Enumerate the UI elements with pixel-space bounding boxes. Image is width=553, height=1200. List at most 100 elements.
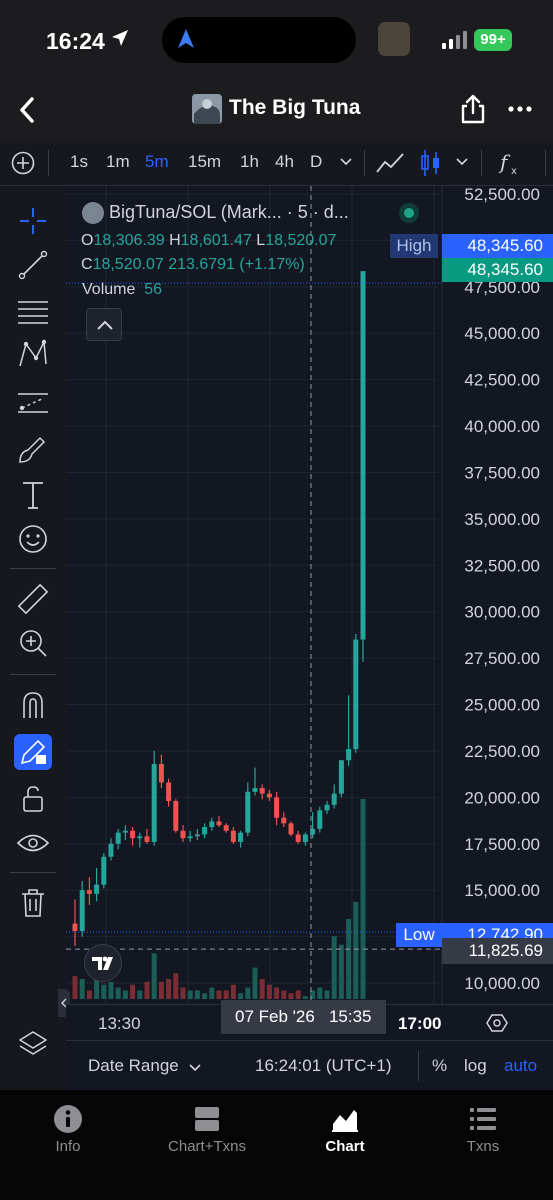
price-chart[interactable]: 52,500.0050,000.0047,500.0045,000.0042,5… (58, 186, 553, 1090)
volume-bar (137, 990, 143, 999)
candles-chart-type-icon[interactable] (420, 149, 442, 177)
price-tick-label: 32,500.00 (464, 556, 540, 575)
log-scale-toggle[interactable]: log (464, 1056, 487, 1075)
date-range-chevron-down-icon[interactable] (189, 1063, 201, 1073)
price-tick-label: 17,500.00 (464, 835, 540, 854)
tradingview-logo-icon (92, 956, 113, 970)
chevron-left-icon (61, 998, 67, 1008)
volume-bar (266, 984, 272, 999)
text-tool-icon[interactable] (16, 478, 50, 512)
volume-bar (310, 990, 316, 999)
last-price-badge: 48,345.60 (442, 258, 553, 282)
candle-body (137, 836, 143, 839)
candlestick-chart[interactable]: 52,500.0050,000.0047,500.0045,000.0042,5… (66, 186, 553, 1004)
volume-bar (223, 990, 229, 999)
back-chevron-icon[interactable] (14, 94, 42, 126)
price-tick-label: 22,500.00 (464, 742, 540, 761)
volume-bar (252, 967, 258, 999)
volume-bar (259, 979, 265, 999)
tab-info[interactable]: Info (8, 1104, 128, 1155)
lock-drawing-pencil-icon[interactable] (16, 735, 50, 769)
tradingview-logo[interactable] (84, 944, 122, 982)
cellular-signal-icon (442, 31, 467, 49)
timeframe-15m[interactable]: 15m (188, 152, 222, 171)
candles (72, 271, 366, 946)
timeframe-4h[interactable]: 4h (275, 152, 294, 171)
brush-icon[interactable] (16, 432, 50, 466)
volume-bar (288, 993, 294, 999)
candle-body (209, 821, 215, 828)
timeframe-5m[interactable]: 5m (145, 152, 169, 171)
candle-body (173, 801, 179, 831)
forecast-tool-icon[interactable] (16, 386, 50, 420)
more-options-icon[interactable] (507, 96, 533, 122)
volume-bar (353, 901, 359, 999)
unlock-icon[interactable] (16, 782, 50, 816)
time-axis[interactable]: 13:30 07 Feb '26 15:35 17:00 (66, 1000, 446, 1040)
legend-volume-row: Volume 56 (82, 281, 163, 298)
timeframe-1m[interactable]: 1m (106, 152, 130, 171)
chart-clock[interactable]: 16:24:01 (UTC+1) (255, 1056, 392, 1075)
line-chart-type-icon[interactable] (376, 152, 406, 174)
auto-scale-toggle[interactable]: auto (504, 1056, 538, 1075)
tab-chart[interactable]: Chart (285, 1104, 405, 1155)
drawing-tools-panel (0, 186, 66, 1090)
date-range-button[interactable]: Date Range (88, 1056, 179, 1075)
magnet-icon[interactable] (16, 688, 50, 722)
timeframe-1h[interactable]: 1h (240, 152, 259, 171)
add-indicator-icon[interactable] (11, 151, 35, 175)
volume-bar (72, 976, 78, 999)
emoji-icon[interactable] (16, 522, 50, 556)
time-tick-1330: 13:30 (98, 1014, 141, 1033)
pair-avatar (82, 202, 104, 224)
settings-hexagon-icon[interactable] (486, 1012, 508, 1034)
price-tick-label: 45,000.00 (464, 324, 540, 343)
dynamic-island (162, 17, 356, 63)
candle-body (245, 791, 251, 833)
timeframe-chevron-down-icon[interactable] (340, 157, 352, 167)
bottom-tab-bar: Info Chart+Txns Chart Txns (0, 1090, 553, 1200)
trend-line-icon[interactable] (16, 248, 50, 282)
collapse-legend-button[interactable] (86, 308, 122, 341)
price-tick-label: 25,000.00 (464, 696, 540, 715)
crosshair-price-badge: 11,825.69 (442, 938, 553, 964)
share-icon[interactable] (458, 93, 488, 125)
tab-chart-txns[interactable]: Chart+Txns (147, 1104, 267, 1155)
volume-bar (144, 981, 150, 999)
candle-body (338, 760, 344, 794)
axis-settings-area (446, 1004, 553, 1040)
info-icon (54, 1105, 82, 1133)
volume-bar (94, 973, 100, 999)
candle-body (252, 788, 258, 792)
volume-bar (158, 981, 164, 999)
price-tick-label: 20,000.00 (464, 788, 540, 807)
layers-icon[interactable] (16, 1028, 50, 1062)
percent-scale-toggle[interactable]: % (432, 1056, 448, 1075)
candle-body (266, 793, 272, 798)
candle-body (158, 763, 164, 783)
candle-body (281, 817, 287, 824)
price-tick-label: 10,000.00 (464, 974, 540, 993)
candle-body (194, 834, 200, 837)
volume-bar (187, 990, 193, 999)
ruler-icon[interactable] (16, 582, 50, 616)
volume-bar (130, 984, 136, 999)
candle-body (274, 797, 280, 818)
chevron-up-icon (97, 320, 113, 330)
eye-icon[interactable] (16, 826, 50, 860)
crosshair-icon[interactable] (16, 204, 50, 238)
candle-body (295, 834, 301, 842)
list-icon (470, 1108, 496, 1130)
fib-retracement-icon[interactable] (16, 294, 50, 328)
timeframe-1s[interactable]: 1s (70, 152, 88, 171)
volume-bar (101, 984, 107, 999)
chart-type-chevron-down-icon[interactable] (456, 157, 468, 167)
legend-pair-title[interactable]: BigTuna/SOL (Mark... · 5 · d... (109, 202, 349, 222)
timeframe-1d[interactable]: D (310, 152, 323, 171)
trash-icon[interactable] (16, 886, 50, 920)
candle-body (223, 825, 229, 831)
zoom-in-icon[interactable] (16, 626, 50, 660)
tab-txns[interactable]: Txns (423, 1104, 543, 1155)
pattern-tool-icon[interactable] (16, 338, 50, 372)
